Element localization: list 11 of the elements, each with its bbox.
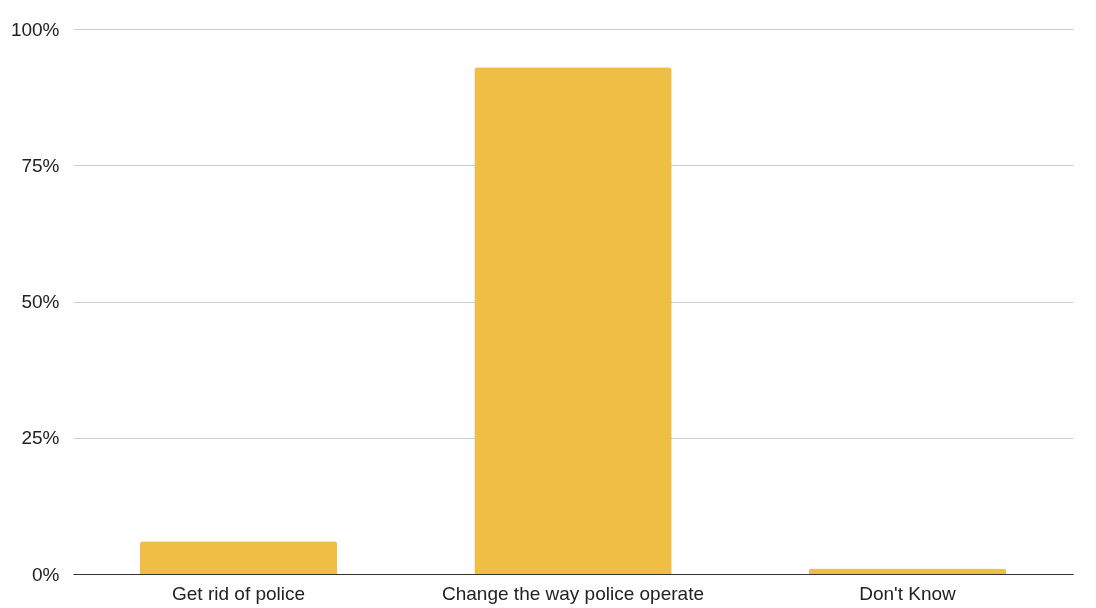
- y-tick-label: 100%: [10, 18, 60, 40]
- y-tick-label: 50%: [21, 291, 60, 312]
- x-tick-label: Don't Know: [859, 582, 957, 604]
- y-tick-label: 25%: [21, 427, 60, 449]
- y-tick-label: 75%: [21, 154, 60, 176]
- y-tick-label: 0%: [32, 563, 60, 585]
- bar: [808, 568, 1007, 574]
- bar: [474, 67, 672, 574]
- bar: [139, 541, 338, 574]
- x-tick-label: Change the way police operate: [442, 582, 704, 604]
- x-tick-label: Get rid of police: [172, 582, 306, 604]
